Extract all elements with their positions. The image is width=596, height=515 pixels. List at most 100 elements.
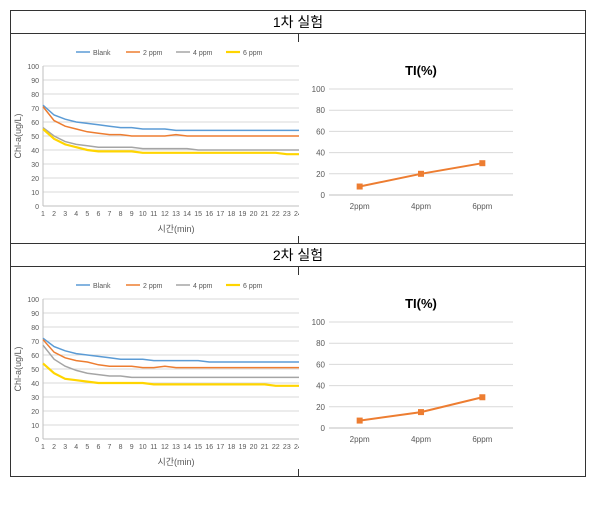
svg-text:19: 19 xyxy=(239,444,247,451)
svg-text:60: 60 xyxy=(31,353,39,360)
svg-text:90: 90 xyxy=(31,311,39,318)
exp2-line-cell: 0102030405060708090100123456789101112131… xyxy=(11,267,299,477)
svg-text:9: 9 xyxy=(130,444,134,451)
svg-text:0: 0 xyxy=(35,204,39,211)
svg-text:16: 16 xyxy=(205,211,213,218)
ti-category-label: 2ppm xyxy=(349,435,369,444)
svg-text:20: 20 xyxy=(316,402,325,411)
svg-text:6: 6 xyxy=(96,211,100,218)
legend-label: 4 ppm xyxy=(193,283,213,290)
ti-chart: 0 20 40 60 80 100 2ppm 4ppm 6ppm TI(%) xyxy=(299,292,523,452)
svg-text:10: 10 xyxy=(31,423,39,430)
svg-text:17: 17 xyxy=(216,211,224,218)
exp2-ti-cell: 0 20 40 60 80 100 2ppm 4ppm 6ppm TI(%) xyxy=(298,267,586,477)
svg-text:40: 40 xyxy=(31,381,39,388)
svg-text:8: 8 xyxy=(119,211,123,218)
svg-text:90: 90 xyxy=(31,78,39,85)
exp1-ti-cell: 0204060801002ppm4ppm6ppmTI(%) xyxy=(298,34,586,244)
svg-text:11: 11 xyxy=(150,211,157,218)
svg-text:4: 4 xyxy=(74,444,78,451)
legend-label: 2 ppm xyxy=(143,283,163,290)
svg-text:20: 20 xyxy=(250,444,258,451)
svg-text:12: 12 xyxy=(161,211,169,218)
svg-text:8: 8 xyxy=(119,444,123,451)
ti-category-label: 4ppm xyxy=(410,202,430,211)
svg-text:1: 1 xyxy=(41,211,45,218)
ti-marker xyxy=(479,160,485,166)
svg-text:100: 100 xyxy=(311,318,325,327)
y-axis-label: Chl-a(ug/L) xyxy=(13,113,23,158)
svg-text:3: 3 xyxy=(63,211,67,218)
ti-category-label: 4ppm xyxy=(410,435,430,444)
svg-text:4: 4 xyxy=(74,211,78,218)
svg-text:7: 7 xyxy=(108,211,112,218)
ti-category-label: 2ppm xyxy=(349,202,369,211)
svg-text:21: 21 xyxy=(261,444,269,451)
svg-text:100: 100 xyxy=(311,85,325,94)
exp1-line-cell: 0102030405060708090100123456789101112131… xyxy=(11,34,299,244)
svg-text:80: 80 xyxy=(31,92,39,99)
svg-text:0: 0 xyxy=(320,191,325,200)
svg-text:10: 10 xyxy=(139,444,147,451)
svg-text:50: 50 xyxy=(31,367,39,374)
legend-label: 6 ppm xyxy=(243,283,263,290)
ti-title: TI(%) xyxy=(405,296,437,311)
svg-text:13: 13 xyxy=(172,444,180,451)
line-chart: 0102030405060708090100123456789101112131… xyxy=(11,42,315,236)
svg-text:70: 70 xyxy=(31,106,39,113)
ti-chart: 0204060801002ppm4ppm6ppmTI(%) xyxy=(299,59,523,219)
svg-text:18: 18 xyxy=(228,211,236,218)
ti-category-label: 6ppm xyxy=(472,202,492,211)
svg-text:30: 30 xyxy=(31,162,39,169)
ti-marker xyxy=(418,170,424,176)
svg-text:10: 10 xyxy=(139,211,147,218)
svg-text:18: 18 xyxy=(228,444,236,451)
svg-text:10: 10 xyxy=(31,190,39,197)
svg-text:60: 60 xyxy=(316,360,325,369)
exp2-title: 2차 실험 xyxy=(273,247,323,263)
svg-text:23: 23 xyxy=(283,444,291,451)
ti-marker xyxy=(356,183,362,189)
ti-marker xyxy=(418,409,424,415)
svg-text:5: 5 xyxy=(85,444,89,451)
svg-text:7: 7 xyxy=(108,444,112,451)
svg-text:2: 2 xyxy=(52,444,56,451)
legend-label: 2 ppm xyxy=(143,50,163,57)
legend-label: Blank xyxy=(93,50,111,57)
y-axis-label: Chl-a(ug/L) xyxy=(13,346,23,391)
svg-text:22: 22 xyxy=(272,444,280,451)
x-axis-label: 시간(min) xyxy=(157,224,194,234)
svg-text:9: 9 xyxy=(130,211,134,218)
svg-text:80: 80 xyxy=(31,325,39,332)
exp2-header: 2차 실험 xyxy=(11,244,586,267)
svg-text:12: 12 xyxy=(161,444,169,451)
svg-text:0: 0 xyxy=(320,424,325,433)
svg-text:5: 5 xyxy=(85,211,89,218)
svg-text:0: 0 xyxy=(35,437,39,444)
ti-category-label: 6ppm xyxy=(472,435,492,444)
svg-text:80: 80 xyxy=(316,106,325,115)
experiments-table: 1차 실험 0102030405060708090100123456789101… xyxy=(10,10,586,477)
svg-text:20: 20 xyxy=(31,409,39,416)
legend-label: 6 ppm xyxy=(243,50,263,57)
x-axis-label: 시간(min) xyxy=(157,457,194,467)
svg-text:80: 80 xyxy=(316,339,325,348)
legend-label: Blank xyxy=(93,283,111,290)
svg-text:3: 3 xyxy=(63,444,67,451)
exp1-title: 1차 실험 xyxy=(273,14,323,30)
svg-text:15: 15 xyxy=(194,444,202,451)
svg-text:20: 20 xyxy=(31,176,39,183)
svg-text:20: 20 xyxy=(250,211,258,218)
svg-text:60: 60 xyxy=(31,120,39,127)
svg-text:40: 40 xyxy=(316,381,325,390)
svg-text:15: 15 xyxy=(194,211,202,218)
svg-text:14: 14 xyxy=(183,211,191,218)
svg-text:19: 19 xyxy=(239,211,247,218)
svg-text:70: 70 xyxy=(31,339,39,346)
svg-text:21: 21 xyxy=(261,211,269,218)
svg-text:11: 11 xyxy=(150,444,157,451)
svg-text:60: 60 xyxy=(316,127,325,136)
exp1-header: 1차 실험 xyxy=(11,11,586,34)
svg-text:50: 50 xyxy=(31,134,39,141)
svg-text:17: 17 xyxy=(216,444,224,451)
